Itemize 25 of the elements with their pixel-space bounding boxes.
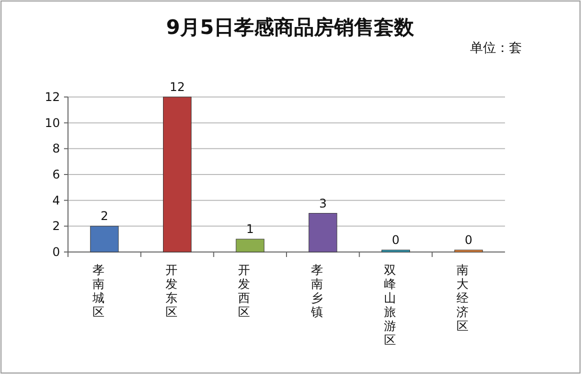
chart-subtitle: 单位：套 [470,41,522,56]
y-tick-label: 2 [52,219,60,234]
y-tick-label: 8 [52,142,60,156]
x-tick-label: 孝南乡镇 [310,263,323,319]
x-tick-label: 南大经济区 [456,263,469,333]
bar [163,96,192,252]
bar [308,213,338,252]
y-tick-label: 6 [52,168,60,182]
y-tick-label: 0 [52,245,60,259]
data-label: 1 [246,222,254,236]
chart-title: 9月5日孝感商品房销售套数 [166,15,415,39]
bar [236,238,264,252]
data-label: 3 [319,196,327,210]
bar [90,226,119,252]
y-tick-label: 12 [44,90,60,104]
x-tick-label: 开发东区 [165,263,178,319]
data-label: 0 [392,233,400,247]
x-tick-label: 开发西区 [238,263,250,319]
data-label: 12 [170,80,185,94]
data-label: 0 [464,233,472,247]
x-tick-label: 双峰山旅游区 [384,263,396,347]
y-tick-label: 10 [44,116,60,130]
data-label: 2 [100,209,108,224]
x-tick-label: 孝南城区 [91,263,104,319]
y-tick-label: 4 [52,193,60,208]
